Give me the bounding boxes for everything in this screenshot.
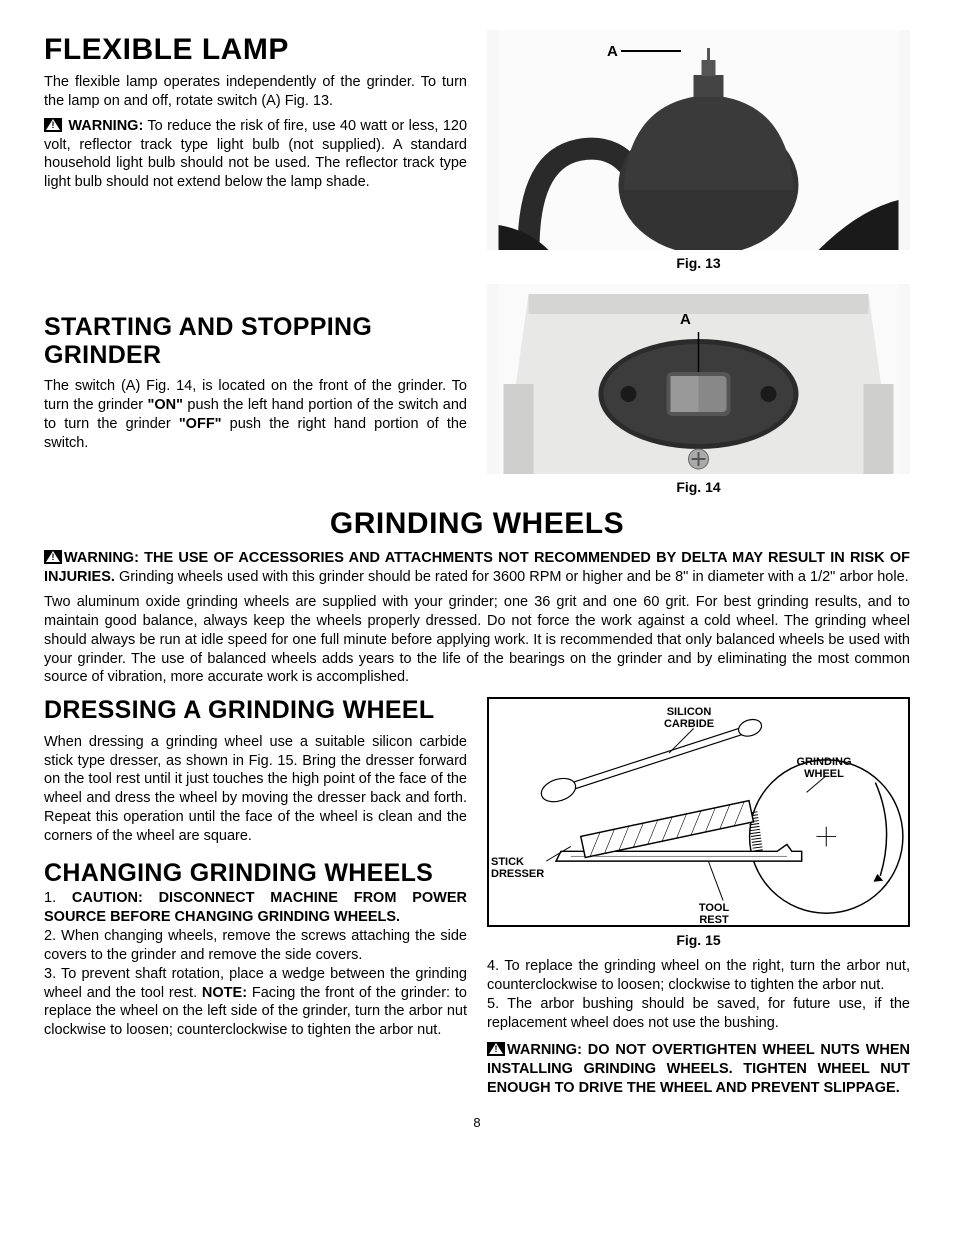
section-title-dressing: DRESSING A GRINDING WHEEL [44, 697, 467, 725]
lamp-warning: WARNING: To reduce the risk of fire, use… [44, 117, 467, 192]
lamp-intro-text: The flexible lamp operates independently… [44, 73, 467, 111]
warning-icon [44, 550, 62, 564]
step1-bold: CAUTION: DISCONNECT MACHINE FROM POWER S… [44, 890, 467, 925]
figure-13-image: A [487, 30, 910, 250]
figure-13-caption: Fig. 13 [487, 254, 910, 272]
warn2-text: WARNING: DO NOT OVERTIGHTEN WHEEL NUTS W… [487, 1042, 910, 1096]
lamp-svg [487, 30, 910, 250]
figure-14-caption: Fig. 14 [487, 478, 910, 496]
on-label: "ON" [148, 397, 184, 413]
changing-step5: 5. The arbor bushing should be saved, fo… [487, 995, 910, 1033]
changing-warning2: WARNING: DO NOT OVERTIGHTEN WHEEL NUTS W… [487, 1041, 910, 1098]
dressing-para: When dressing a grinding wheel use a sui… [44, 733, 467, 846]
warning-icon [44, 118, 62, 132]
switch-svg [487, 284, 910, 474]
warning-label: WARNING: [68, 118, 143, 134]
grinding-para2: Two aluminum oxide grinding wheels are s… [44, 593, 910, 687]
label-grinding-wheel: GRINDING WHEEL [789, 757, 859, 780]
changing-step2: 2. When changing wheels, remove the scre… [44, 927, 467, 965]
off-label: "OFF" [179, 416, 222, 432]
step3-note: NOTE: [202, 985, 247, 1001]
starting-text: The switch (A) Fig. 14, is located on th… [44, 377, 467, 452]
leader-line [621, 50, 681, 52]
label-stick-dresser: STICK DRESSER [491, 857, 553, 880]
figure-15-diagram: SILICON CARBIDE GRINDING WHEEL STICK DRE… [487, 697, 910, 927]
changing-step3: 3. To prevent shaft rotation, place a we… [44, 965, 467, 1040]
changing-step4: 4. To replace the grinding wheel on the … [487, 957, 910, 995]
step1-pre: 1. [44, 890, 72, 906]
section-title-changing: CHANGING GRINDING WHEELS [44, 860, 467, 888]
figure-14-image: A [487, 284, 910, 474]
dressing-svg [489, 699, 908, 925]
section-title-flexible-lamp: FLEXIBLE LAMP [44, 30, 467, 69]
page-number: 8 [44, 1115, 910, 1132]
figure-15-caption: Fig. 15 [487, 931, 910, 949]
section-title-starting: STARTING AND STOPPING GRINDER [44, 314, 467, 369]
figure-14-marker: A [680, 310, 691, 330]
changing-step1: 1. CAUTION: DISCONNECT MACHINE FROM POWE… [44, 889, 467, 927]
grinding-warning: WARNING: THE USE OF ACCESSORIES AND ATTA… [44, 549, 910, 587]
figure-13-marker: A [607, 42, 618, 62]
label-silicon-carbide: SILICON CARBIDE [654, 707, 724, 730]
section-title-grinding-wheels: GRINDING WHEELS [44, 504, 910, 543]
label-tool-rest: TOOL REST [689, 903, 739, 926]
grinding-warn-rest: Grinding wheels used with this grinder s… [115, 569, 909, 585]
warning-icon [487, 1042, 505, 1056]
